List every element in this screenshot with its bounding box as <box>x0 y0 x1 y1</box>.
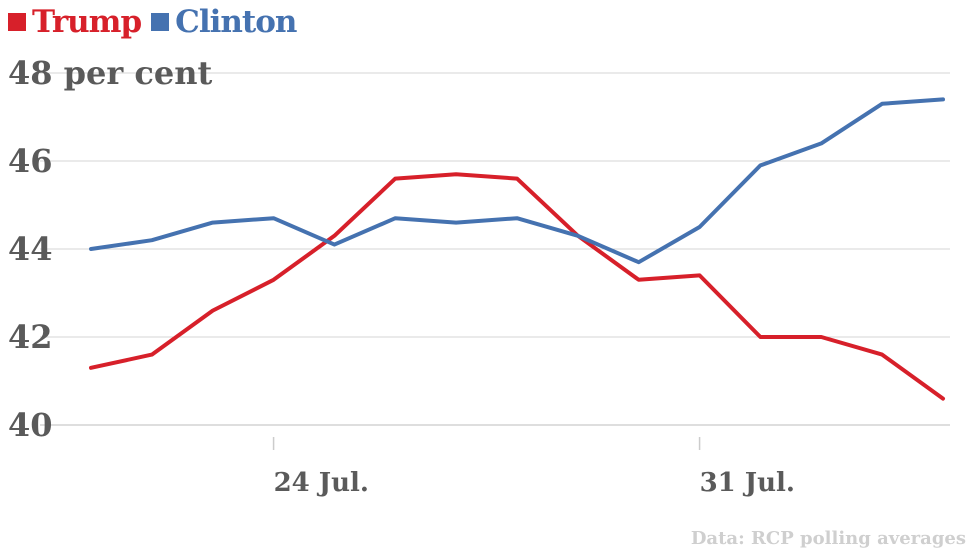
y-tick-label: 48 per cent <box>8 54 213 92</box>
series-lines <box>89 97 945 401</box>
y-tick-label: 46 <box>8 142 53 180</box>
y-tick-label: 42 <box>8 318 53 356</box>
grid-lines <box>40 72 950 426</box>
legend-item-trump: Trump <box>8 4 142 40</box>
legend-swatch-clinton <box>151 13 170 31</box>
y-axis-tick-labels: 40 42 44 46 48 per cent <box>8 54 213 444</box>
y-tick-label: 44 <box>8 230 53 268</box>
series-line-clinton <box>89 97 945 265</box>
x-tick-label: 24 Jul. <box>274 468 369 498</box>
legend-label-trump: Trump <box>32 4 142 40</box>
chart-legend: Trump Clinton <box>8 2 306 42</box>
legend-label-clinton: Clinton <box>175 4 297 40</box>
legend-item-clinton: Clinton <box>151 4 297 40</box>
y-tick-label: 40 <box>8 406 53 444</box>
legend-swatch-trump <box>8 13 26 31</box>
x-tick-label: 31 Jul. <box>700 468 795 498</box>
source-note: Data: RCP polling averages <box>690 528 966 549</box>
series-line-trump <box>89 172 945 401</box>
x-axis-ticks: 24 Jul. 31 Jul. <box>272 437 795 498</box>
